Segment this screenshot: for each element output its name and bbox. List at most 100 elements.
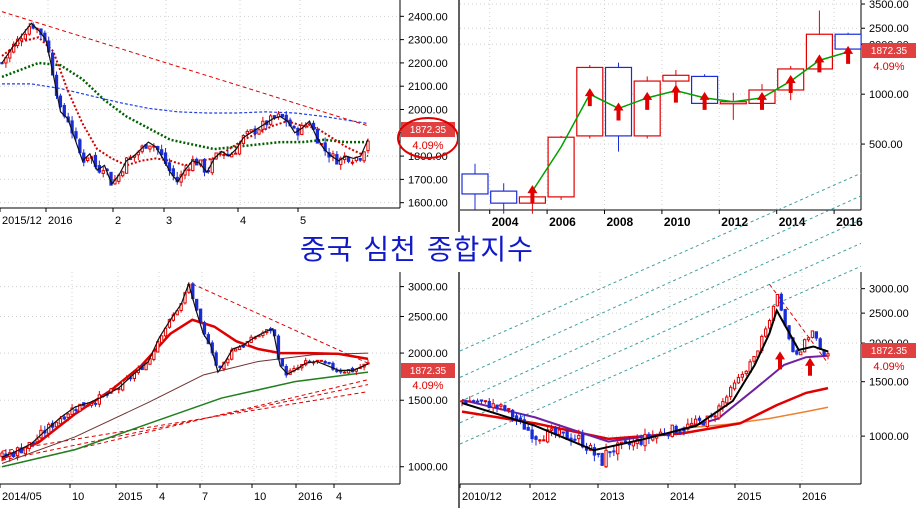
- tr-ma-line: [531, 51, 849, 192]
- br-candle-body: [775, 293, 780, 307]
- br-ytick-label: 1000.00: [869, 431, 909, 443]
- tl-xtick-label: 2015/12: [2, 215, 42, 227]
- bl-candle-body: [78, 403, 82, 412]
- tl-ma-red: [1, 36, 369, 167]
- tr-price-box: [862, 43, 916, 58]
- tl-candle-body: [74, 131, 78, 139]
- tl-y-ticks: 2400.002300.002200.002100.002000.001900.…: [400, 11, 448, 210]
- bl-candle-body: [89, 403, 94, 406]
- tl-price-label: 1872.35 4.09%: [397, 117, 459, 159]
- bl-candle-body: [327, 361, 331, 365]
- br-candle-body: [740, 373, 744, 378]
- bl-ma-red: [1, 318, 369, 460]
- br-price-label: 1872.35 4.09%: [862, 343, 916, 373]
- tl-candle-body: [350, 161, 355, 164]
- tl-candle-body: [249, 129, 253, 133]
- br-candle-body: [491, 403, 495, 409]
- tr-arrow-up-icon: [584, 88, 595, 107]
- br-candle-body: [767, 320, 772, 329]
- tl-series: [0, 11, 370, 187]
- tr-ytick-label: 3500.00: [869, 0, 909, 11]
- bl-candle-body: [339, 370, 343, 373]
- tr-arrow-up-icon: [757, 91, 767, 110]
- tr-arrow-up-icon: [670, 84, 681, 103]
- br-ytick-label: 1500.00: [869, 377, 909, 389]
- br-candle-body: [705, 415, 709, 428]
- panel-divider-bottom: [458, 272, 460, 508]
- tr-arrow-up-icon: [613, 102, 624, 121]
- tr-xtick-label: 2016: [836, 215, 863, 229]
- br-candle-body: [561, 431, 565, 434]
- tr-ytick-label: 1000.00: [869, 89, 909, 101]
- br-candle-body: [475, 400, 480, 403]
- tl-candle-body: [23, 33, 28, 40]
- tl-xtick-label: 4: [240, 215, 246, 227]
- br-candle-body: [729, 386, 733, 398]
- bl-change: 4.09%: [412, 380, 443, 392]
- br-candle-body: [495, 404, 499, 408]
- br-price-box: [862, 343, 916, 358]
- tr-change: 4.09%: [873, 61, 904, 73]
- tl-candle-body: [121, 171, 125, 177]
- br-candle-body: [799, 351, 803, 356]
- tl-candle-body: [148, 145, 152, 150]
- br-candle-body: [534, 436, 538, 440]
- tl-candle-body: [19, 38, 24, 42]
- bl-xtick-label: 10: [254, 491, 266, 503]
- tl-candle-body: [358, 158, 362, 161]
- tl-candle-body: [245, 130, 249, 135]
- tr-xtick-label: 2010: [664, 215, 691, 229]
- tr-xtick-label: 2006: [549, 215, 576, 229]
- br-xtick-label: 2014: [670, 491, 694, 503]
- br-channel-line: [459, 242, 862, 424]
- br-channel-line: [459, 172, 862, 352]
- bl-xtick-label: 7: [202, 491, 208, 503]
- tl-candle-body: [331, 153, 335, 157]
- tl-change: 4.09%: [412, 140, 443, 152]
- tl-candle-body: [101, 170, 105, 174]
- br-candle-body: [542, 439, 546, 442]
- br-candle-body: [573, 438, 577, 441]
- tr-candle-body: [604, 66, 633, 137]
- tl-candle-body: [362, 151, 366, 162]
- tr-x-ticks: 2004 2006 2008 2010 2012 2014 2016: [489, 210, 863, 229]
- tl-candle-body: [366, 140, 370, 152]
- tl-candle-body: [124, 157, 129, 174]
- bl-close-line: [1, 281, 369, 458]
- tl-grid: [0, 0, 400, 208]
- br-candle-body: [518, 417, 523, 421]
- tr-xtick-label: 2014: [779, 215, 806, 229]
- tr-arrow-up-icon: [642, 91, 653, 110]
- br-candle-body: [752, 355, 756, 362]
- br-ma-orange: [681, 406, 829, 430]
- br-channel-line: [459, 195, 862, 378]
- bl-candle-body: [335, 369, 339, 372]
- br-candle-body: [810, 330, 815, 338]
- bl-candle-body: [226, 358, 230, 364]
- tr-ytick-label: 500.00: [869, 139, 903, 151]
- br-candle-body: [530, 429, 534, 440]
- bl-trend-upper: [192, 283, 369, 364]
- bl-xtick-label: 4: [159, 491, 165, 503]
- br-candle-body: [483, 400, 488, 403]
- br-candle-body: [736, 377, 741, 384]
- chart-title: 중국 심천 종합지수: [300, 233, 534, 266]
- bl-xtick-label: 2015: [118, 491, 142, 503]
- bl-candle-body: [202, 322, 207, 335]
- bl-xtick-label: 4: [336, 491, 342, 503]
- bl-price-box: [401, 363, 455, 378]
- br-candle-body: [725, 396, 729, 404]
- panel-divider-top: [458, 0, 460, 232]
- br-candle-body: [682, 429, 686, 432]
- br-candle-body: [487, 400, 491, 409]
- bl-candle-body: [86, 404, 90, 407]
- br-candle-body: [713, 415, 717, 418]
- bl-candle-body: [280, 358, 284, 367]
- br-last-price: 1872.35: [871, 346, 908, 357]
- tl-ytick-label: 2400.00: [408, 11, 448, 23]
- br-xtick-label: 2010/12: [462, 491, 502, 503]
- tl-trend-line: [1, 11, 369, 127]
- tr-xtick-label: 2004: [492, 215, 519, 229]
